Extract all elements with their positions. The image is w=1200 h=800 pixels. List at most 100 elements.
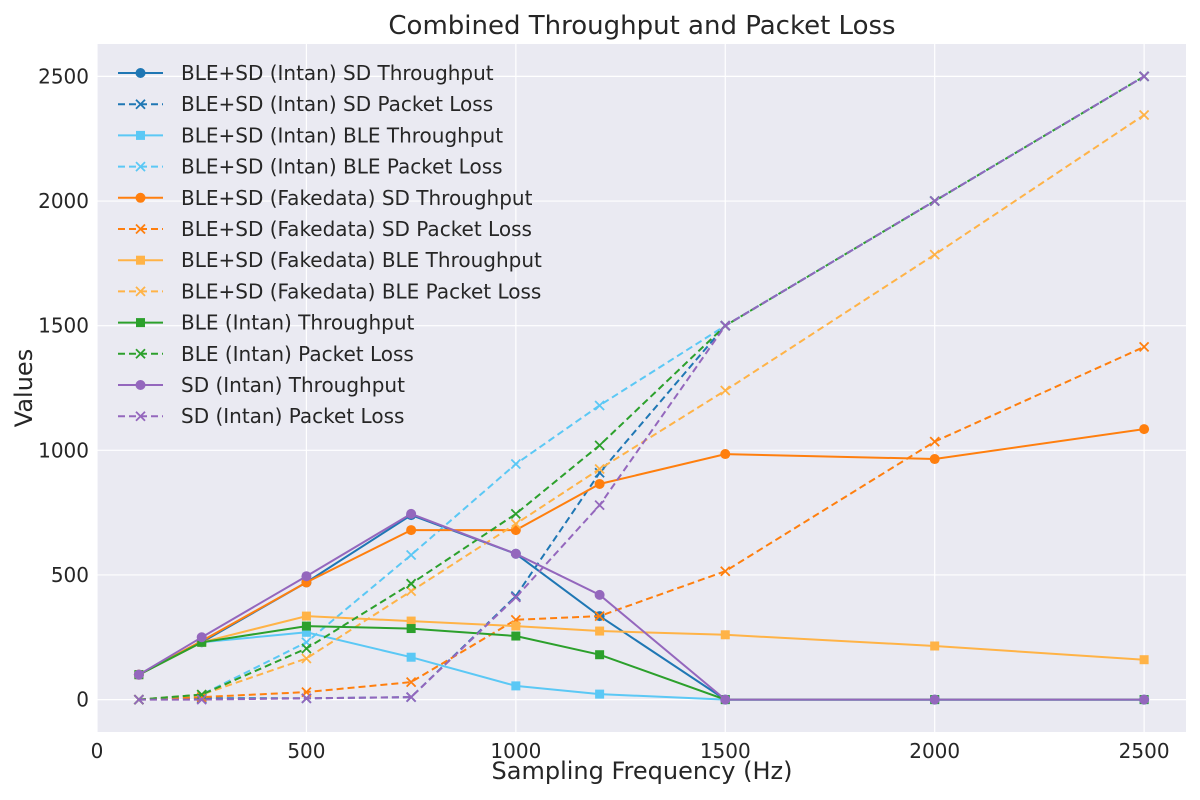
data-point (595, 689, 605, 699)
data-point (301, 621, 311, 631)
y-tick-label: 0 (76, 688, 89, 712)
data-point (510, 508, 521, 520)
legend-label: SD (Intan) Throughput (181, 373, 405, 397)
series-line (138, 345, 1145, 701)
data-point (511, 681, 521, 691)
data-point (406, 624, 416, 634)
series-12 (133, 71, 1150, 705)
data-point (594, 463, 605, 475)
legend-marker (136, 255, 145, 265)
legend-item: BLE+SD (Intan) SD Packet Loss (118, 92, 493, 116)
legend-label: BLE+SD (Fakedata) BLE Packet Loss (181, 279, 541, 303)
legend-marker (135, 192, 146, 203)
y-tick-label: 1000 (38, 438, 89, 462)
legend-marker (135, 161, 146, 172)
x-axis-ticks: 0 500 1000 1500 2000 2500 (91, 739, 1170, 763)
data-point (301, 627, 311, 637)
data-point (405, 549, 417, 561)
data-point (510, 518, 521, 529)
y-tick-label: 1500 (38, 314, 89, 338)
data-point (301, 611, 311, 621)
legend-label: BLE+SD (Intan) BLE Packet Loss (181, 155, 503, 179)
legend-label: SD (Intan) Packet Loss (181, 404, 404, 428)
data-point (929, 454, 940, 465)
data-point (301, 571, 312, 582)
legend-label: BLE+SD (Fakedata) BLE Throughput (181, 248, 542, 272)
legend-item: BLE (Intan) Throughput (118, 311, 414, 335)
data-point (405, 586, 417, 597)
data-point (594, 400, 605, 411)
data-point (720, 385, 731, 396)
legend-marker (135, 380, 146, 390)
data-point (1139, 655, 1149, 665)
data-point (511, 631, 521, 641)
grid (96, 44, 1186, 732)
legend-item: BLE+SD (Fakedata) BLE Throughput (118, 248, 542, 272)
legend-item: BLE+SD (Intan) BLE Throughput (118, 123, 503, 147)
legend-label: BLE+SD (Intan) SD Packet Loss (181, 92, 493, 116)
x-tick-label: 2000 (909, 739, 960, 763)
x-tick-label: 1500 (700, 739, 751, 763)
data-point (594, 478, 605, 489)
data-point (929, 694, 940, 705)
legend-label: BLE+SD (Intan) BLE Throughput (181, 123, 503, 147)
legend-label: BLE (Intan) Throughput (181, 311, 414, 335)
data-point (405, 677, 417, 688)
legend-label: BLE+SD (Fakedata) SD Throughput (181, 186, 533, 210)
legend-item: BLE+SD (Intan) BLE Packet Loss (118, 155, 503, 179)
data-point (406, 508, 417, 519)
data-point (720, 566, 731, 577)
x-axis-label: Sampling Frequency (Hz) (492, 757, 793, 785)
data-point (405, 691, 417, 703)
data-point (1139, 424, 1150, 435)
data-point (929, 436, 940, 447)
legend-item: SD (Intan) Packet Loss (118, 404, 404, 428)
data-point (196, 632, 207, 643)
legend-marker (135, 348, 146, 359)
legend-label: BLE+SD (Intan) SD Throughput (181, 61, 494, 85)
data-point (1138, 109, 1150, 121)
legend-item: BLE+SD (Fakedata) BLE Packet Loss (118, 279, 541, 303)
data-point (510, 458, 521, 470)
legend-item: BLE+SD (Intan) SD Throughput (118, 61, 494, 85)
data-point (720, 630, 730, 640)
data-point (594, 467, 605, 478)
legend: BLE+SD (Intan) SD Throughput BLE+SD (Inta… (118, 61, 542, 428)
x-tick-label: 2500 (1119, 739, 1170, 763)
data-point (301, 693, 312, 704)
x-tick-label: 1000 (490, 739, 541, 763)
legend-marker (136, 130, 145, 140)
legend-marker (135, 223, 146, 235)
legend-marker (135, 411, 146, 422)
data-point (594, 500, 605, 511)
legend-label: BLE (Intan) Packet Loss (181, 342, 414, 366)
data-point (720, 449, 731, 460)
y-axis-label: Values (10, 349, 38, 427)
data-point (301, 643, 312, 654)
legend-item: BLE+SD (Fakedata) SD Packet Loss (118, 217, 532, 241)
data-point (133, 669, 144, 680)
legend-marker (136, 318, 145, 328)
data-point (196, 694, 207, 705)
y-tick-label: 500 (51, 563, 89, 587)
data-point (594, 440, 605, 451)
data-point (930, 641, 940, 651)
data-point (406, 652, 416, 662)
data-point (595, 626, 605, 636)
chart-title: Combined Throughput and Packet Loss (388, 11, 895, 41)
data-point (406, 616, 416, 626)
data-point (720, 320, 731, 331)
x-tick-label: 0 (91, 739, 104, 763)
legend-item: BLE (Intan) Packet Loss (118, 342, 414, 366)
plot-area (97, 44, 1186, 732)
y-tick-label: 2000 (38, 189, 89, 213)
data-point (594, 610, 605, 622)
legend-label: BLE+SD (Fakedata) SD Packet Loss (181, 217, 532, 241)
data-point (133, 694, 145, 705)
legend-marker (135, 286, 146, 297)
data-point (405, 578, 417, 589)
data-point (1139, 694, 1150, 705)
data-point (510, 548, 521, 559)
data-point (1138, 71, 1150, 82)
